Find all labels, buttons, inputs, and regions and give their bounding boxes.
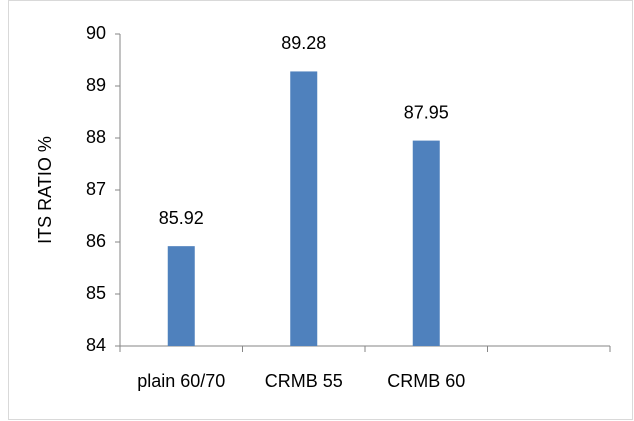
data-label: 87.95 bbox=[404, 102, 449, 122]
y-tick-label: 89 bbox=[86, 75, 106, 95]
bar bbox=[290, 71, 318, 346]
data-label: 85.92 bbox=[159, 208, 204, 228]
x-tick-label: plain 60/70 bbox=[137, 371, 225, 391]
y-tick-label: 90 bbox=[86, 23, 106, 43]
bar bbox=[167, 246, 195, 346]
y-tick-label: 84 bbox=[86, 335, 106, 355]
y-tick-label: 88 bbox=[86, 127, 106, 147]
x-tick-label: CRMB 60 bbox=[387, 371, 465, 391]
y-axis-title: ITS RATIO % bbox=[35, 136, 55, 244]
bar bbox=[412, 140, 440, 346]
data-label: 89.28 bbox=[281, 33, 326, 53]
x-tick-label: CRMB 55 bbox=[265, 371, 343, 391]
y-tick-label: 87 bbox=[86, 179, 106, 199]
chart-border bbox=[8, 0, 633, 420]
y-tick-label: 86 bbox=[86, 231, 106, 251]
y-tick-label: 85 bbox=[86, 283, 106, 303]
